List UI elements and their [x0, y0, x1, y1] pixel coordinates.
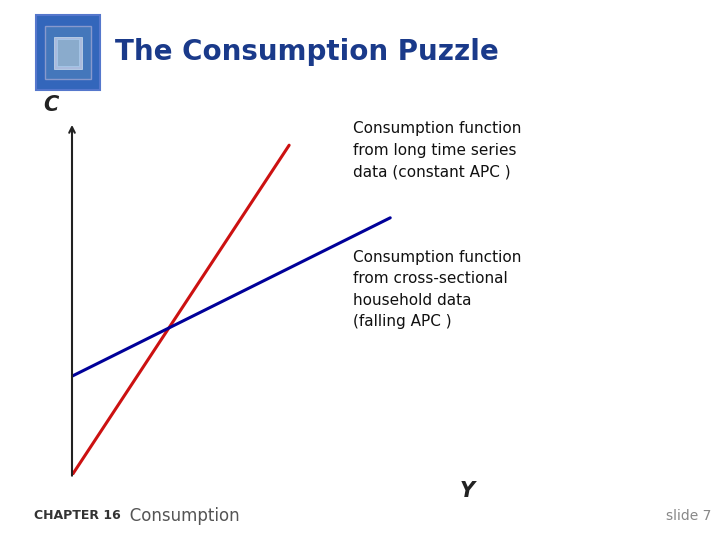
- Bar: [45, 26, 91, 79]
- Text: Consumption function
from long time series
data (constant APC ): Consumption function from long time seri…: [353, 121, 521, 179]
- Text: slide 7: slide 7: [666, 509, 711, 523]
- Text: Consumption: Consumption: [114, 507, 239, 525]
- Bar: [36, 15, 100, 90]
- Text: Y: Y: [459, 481, 474, 501]
- Text: CHAPTER 16: CHAPTER 16: [35, 509, 121, 522]
- Bar: [55, 37, 81, 69]
- Text: The Consumption Puzzle: The Consumption Puzzle: [115, 38, 499, 66]
- Bar: [57, 39, 79, 66]
- Text: Consumption function
from cross-sectional
household data
(falling APC ): Consumption function from cross-sectiona…: [353, 249, 521, 329]
- Text: C: C: [44, 94, 59, 114]
